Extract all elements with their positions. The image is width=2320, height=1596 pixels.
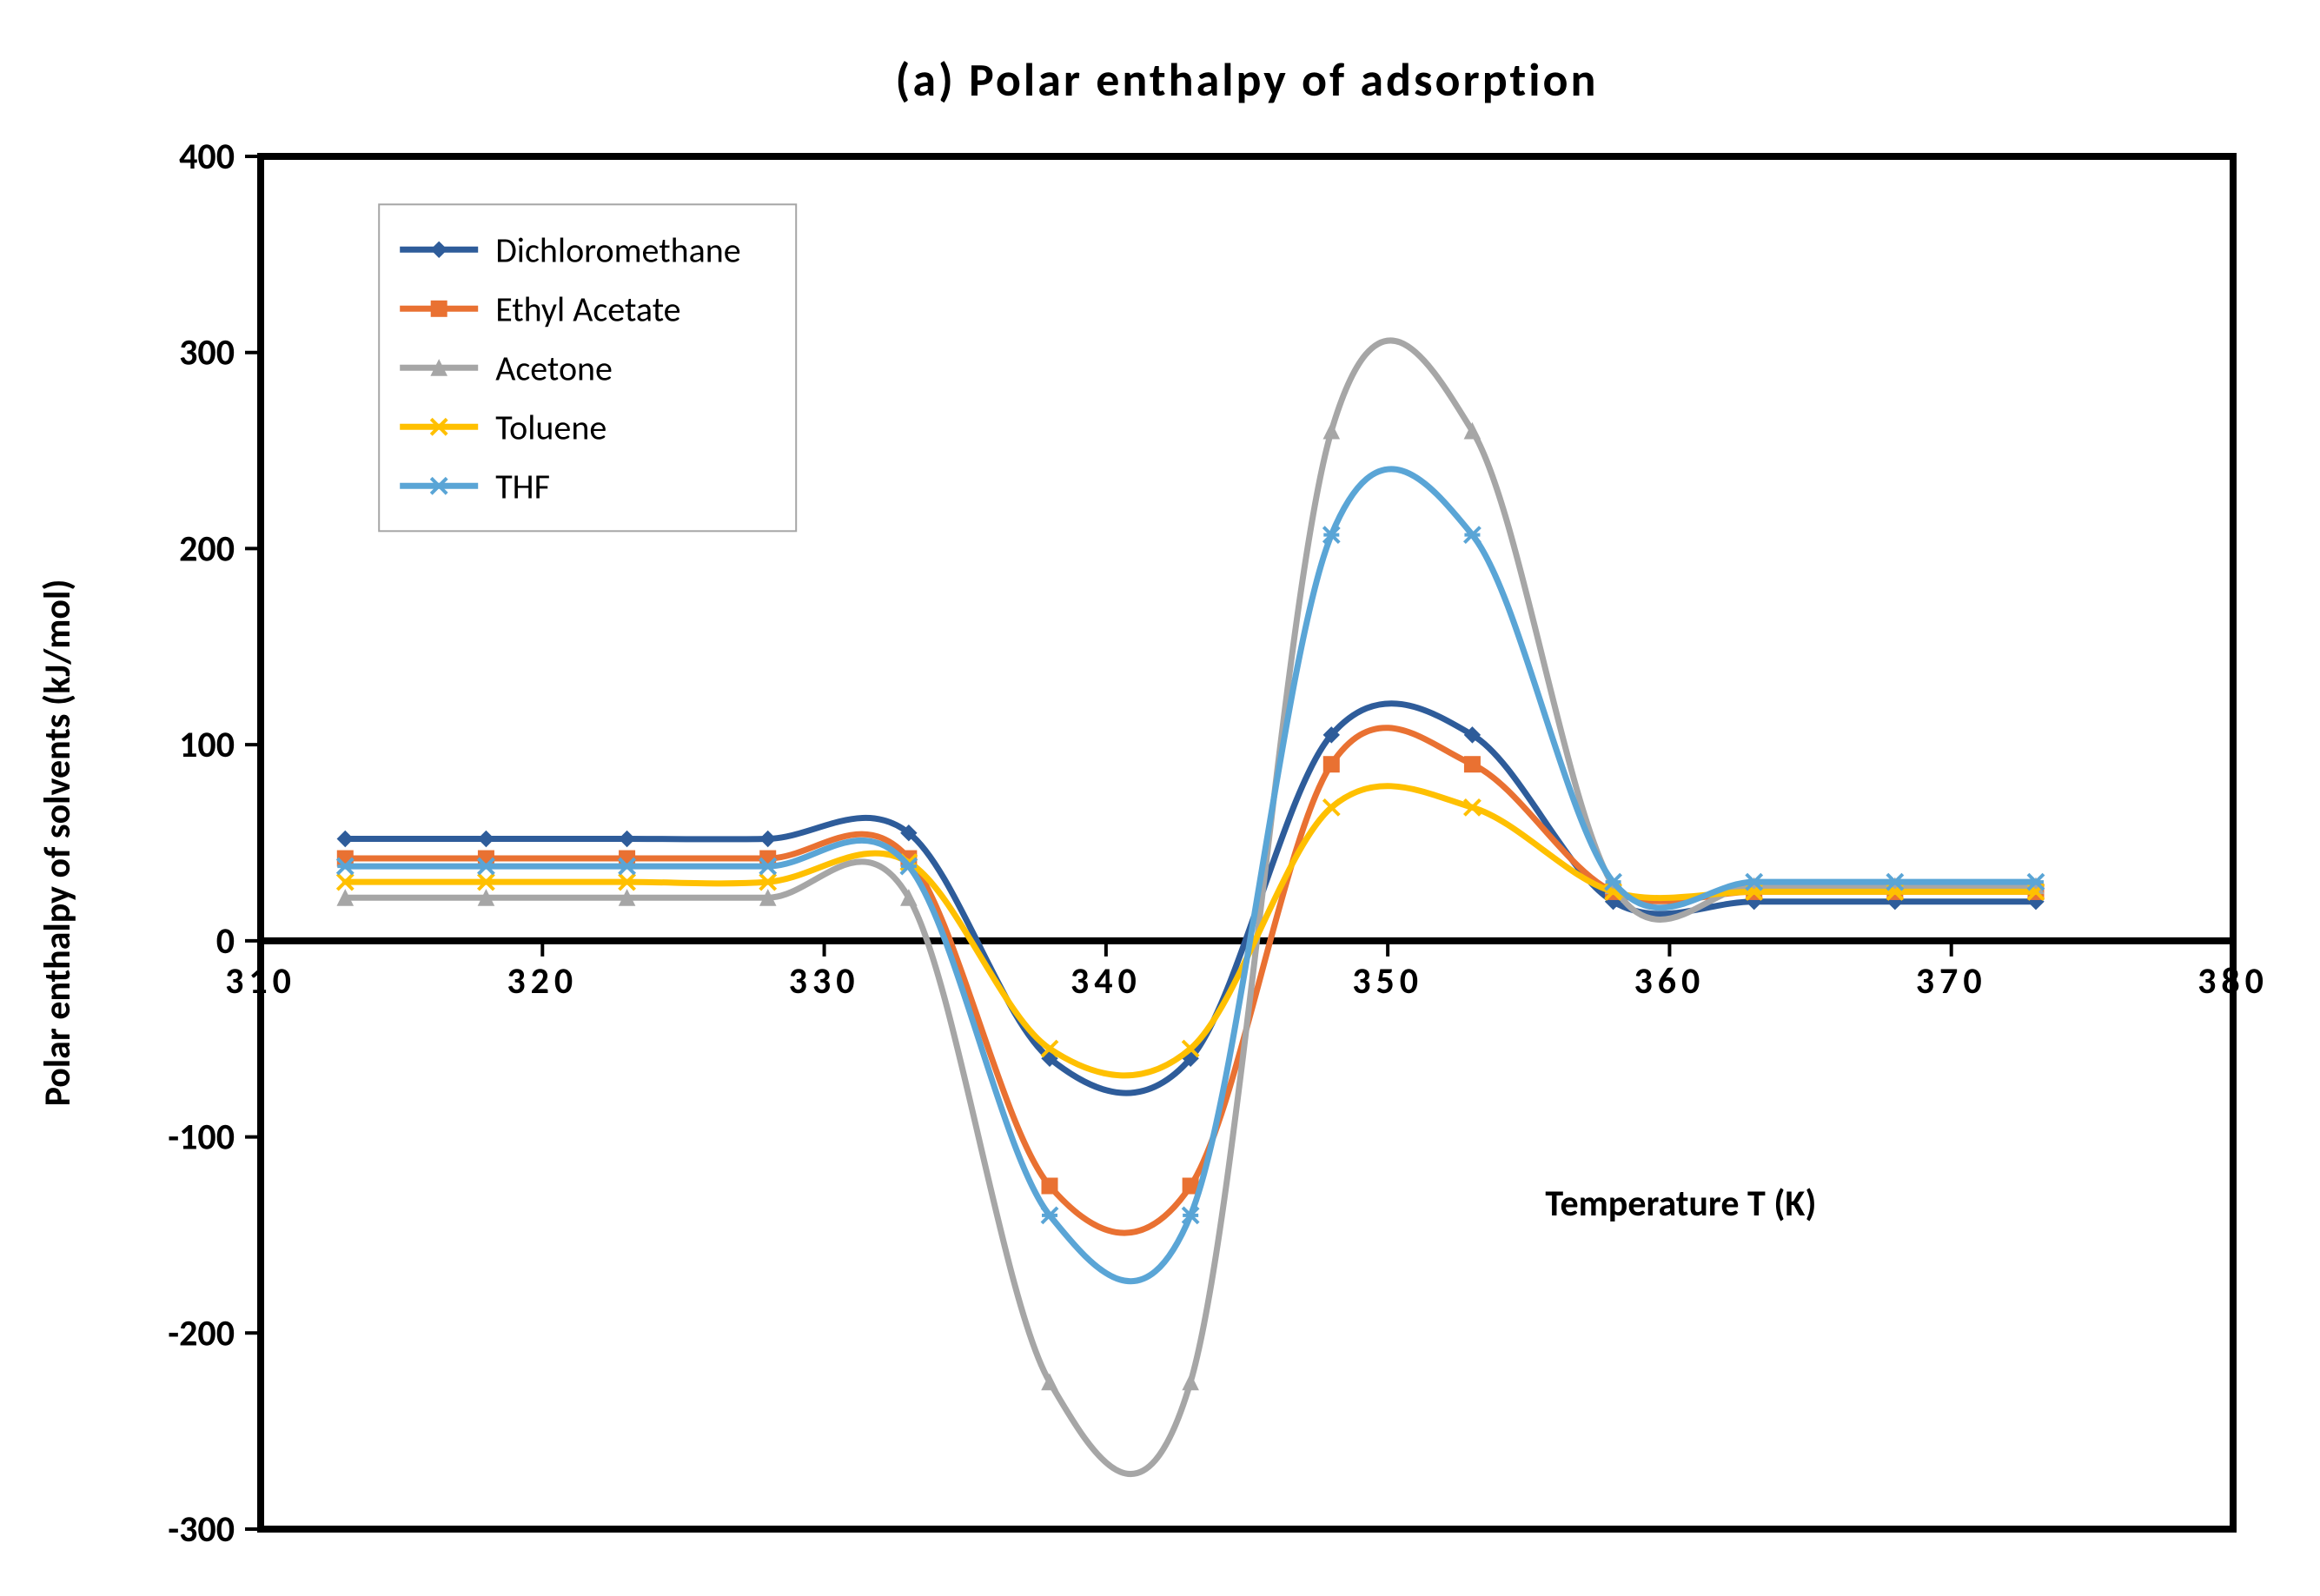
x-tick-label: 330 (789, 959, 860, 1003)
y-axis-label: Polar enthalpy of solvents (kJ/mol) (36, 579, 80, 1107)
y-tick-label: -100 (168, 1116, 235, 1160)
y-tick-label: -300 (168, 1507, 235, 1552)
chart-svg: (a) Polar enthalpy of adsorption Polar en… (0, 0, 2320, 1596)
chart-container: (a) Polar enthalpy of adsorption Polar en… (0, 0, 2320, 1596)
x-axis-label: Temperature T (K) (1545, 1182, 1816, 1226)
legend-label: THF (495, 465, 550, 507)
x-tick-label: 360 (1634, 959, 1705, 1003)
legend-label: Dichloromethane (495, 228, 741, 271)
y-tick-label: 100 (179, 723, 235, 767)
y-tick-label: 400 (179, 135, 235, 179)
legend-label: Acetone (495, 347, 613, 389)
y-tick-label: 300 (179, 331, 235, 375)
x-tick-label: 320 (507, 959, 578, 1003)
x-tick-label: 370 (1916, 959, 1987, 1003)
y-tick-label: 200 (179, 526, 235, 571)
x-tick-label: 340 (1071, 959, 1142, 1003)
x-tick-label: 350 (1352, 959, 1423, 1003)
legend: Dichloromethane Ethyl Acetate Acetone Tolue… (379, 204, 796, 531)
legend-label: Toluene (495, 406, 607, 448)
y-tick-label: -200 (168, 1311, 235, 1355)
legend-label: Ethyl Acetate (495, 288, 680, 330)
y-tick-label: 0 (216, 919, 235, 964)
chart-title: (a) Polar enthalpy of adsorption (896, 51, 1599, 109)
